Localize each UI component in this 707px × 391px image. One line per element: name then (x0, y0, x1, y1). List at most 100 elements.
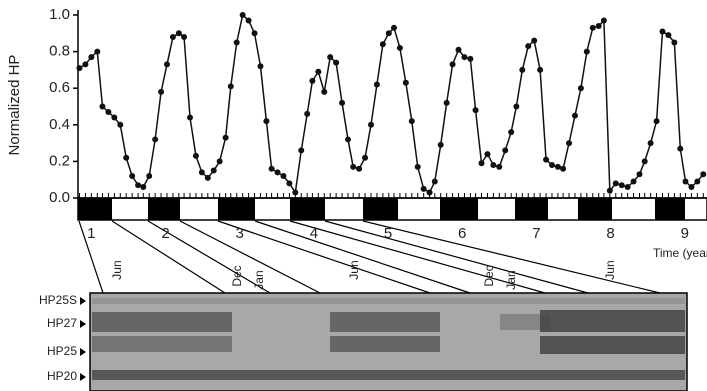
data-point (409, 118, 415, 124)
data-point (88, 54, 94, 60)
band-label: HP25 (47, 344, 77, 358)
data-point (397, 45, 403, 51)
data-point (415, 164, 421, 170)
data-point (427, 190, 433, 196)
data-point (560, 166, 566, 172)
data-point (403, 80, 409, 86)
data-point (659, 28, 665, 34)
data-point (146, 173, 152, 179)
data-point (456, 47, 462, 53)
x-tick-label: 3 (236, 225, 244, 242)
data-point (613, 180, 619, 186)
data-point (654, 118, 660, 124)
data-point (700, 171, 706, 177)
blot-image (90, 293, 687, 391)
data-point (584, 49, 590, 55)
data-point (519, 67, 525, 73)
band-label: HP20 (47, 369, 77, 383)
data-point (129, 173, 135, 179)
data-point (105, 109, 111, 115)
y-tick-label: 0.6 (49, 79, 70, 96)
data-point (309, 78, 315, 84)
data-point (298, 147, 304, 153)
data-point (450, 61, 456, 67)
data-point (648, 140, 654, 146)
data-point (211, 168, 217, 174)
data-point (590, 25, 596, 31)
data-point (682, 179, 688, 185)
data-point (193, 153, 199, 159)
data-point (572, 113, 578, 119)
data-point (374, 82, 380, 88)
band-arrow (80, 348, 86, 356)
data-point (187, 114, 193, 120)
x-tick-label: 5 (384, 225, 392, 242)
data-point (234, 39, 240, 45)
data-point (333, 60, 339, 66)
data-point (280, 173, 286, 179)
x-tick-label: 2 (161, 225, 169, 242)
data-point (140, 184, 146, 190)
data-point (555, 164, 561, 170)
data-point (99, 104, 105, 110)
data-point (461, 54, 467, 60)
month-label: Dec (482, 265, 496, 286)
band-label: HP25S (39, 293, 77, 307)
data-point (152, 136, 158, 142)
month-label: Jun (347, 260, 361, 279)
band-arrow (80, 297, 86, 305)
data-point (111, 114, 117, 120)
data-point (123, 155, 129, 161)
data-point (421, 186, 427, 192)
data-point (479, 160, 485, 166)
data-point (321, 89, 327, 95)
data-point (82, 61, 88, 67)
y-tick-label: 0.2 (49, 152, 70, 169)
x-tick-label: 8 (606, 225, 614, 242)
x-tick-label: 6 (458, 225, 466, 242)
data-point (269, 166, 275, 172)
data-point (543, 157, 549, 163)
data-point (345, 136, 351, 142)
data-point (362, 155, 368, 161)
x-tick-label: 1 (87, 225, 95, 242)
data-point (432, 179, 438, 185)
data-point (164, 61, 170, 67)
data-point (315, 69, 321, 75)
y-tick-label: 1.0 (49, 6, 70, 23)
data-point (671, 39, 677, 45)
data-point (263, 118, 269, 124)
data-point (304, 111, 310, 117)
data-line (79, 15, 703, 193)
data-point (444, 100, 450, 106)
data-point (199, 169, 205, 175)
data-point (484, 151, 490, 157)
data-point (467, 56, 473, 62)
data-point (549, 162, 555, 168)
data-point (496, 164, 502, 170)
data-point (619, 182, 625, 188)
x-tick-label: 9 (681, 225, 689, 242)
data-point (356, 166, 362, 172)
data-point (508, 129, 514, 135)
month-label: Jan (504, 270, 518, 289)
data-point (217, 158, 223, 164)
data-point (350, 164, 356, 170)
data-point (176, 30, 182, 36)
data-point (181, 34, 187, 40)
data-point (386, 30, 392, 36)
data-point (537, 67, 543, 73)
data-point (490, 162, 496, 168)
data-point (513, 104, 519, 110)
data-point (368, 122, 374, 128)
band-arrow (80, 373, 86, 381)
data-point (473, 107, 479, 113)
y-tick-label: 0.8 (49, 43, 70, 60)
data-point (531, 38, 537, 44)
data-point (607, 188, 613, 194)
data-point (275, 169, 281, 175)
month-label: Jun (603, 260, 617, 279)
data-point (642, 158, 648, 164)
data-point (694, 179, 700, 185)
x-tick-label: 4 (310, 225, 318, 242)
